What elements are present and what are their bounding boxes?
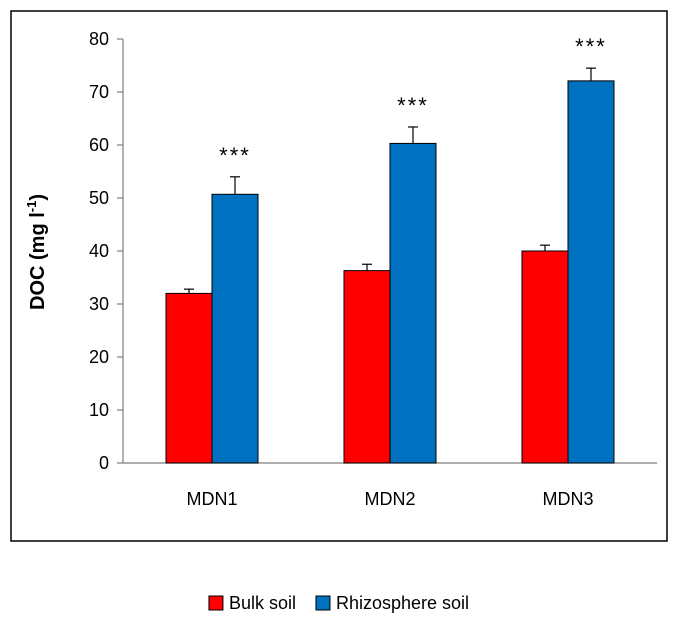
significance-label: *** (219, 143, 251, 168)
y-tick-label: 70 (89, 82, 109, 102)
legend-swatch (208, 595, 224, 611)
significance-label: *** (575, 34, 607, 59)
y-tick-label: 30 (89, 294, 109, 314)
bar (567, 80, 615, 464)
legend: Bulk soil Rhizosphere soil (208, 593, 469, 613)
x-tick-label: MDN3 (542, 489, 593, 509)
annotations: *** *** *** (219, 34, 607, 168)
y-tick-label: 80 (89, 29, 109, 49)
bar (343, 270, 391, 464)
legend-swatch (315, 595, 331, 611)
x-tick-label: MDN2 (364, 489, 415, 509)
y-tick-label: 50 (89, 188, 109, 208)
legend-label: Bulk soil (229, 593, 296, 613)
bar (211, 193, 259, 464)
y-axis-title-sup: -1 (24, 201, 39, 213)
y-axis-title-main: DOC (mg l (27, 212, 49, 310)
bar (521, 250, 569, 464)
y-tick-label: 20 (89, 347, 109, 367)
x-tick-label: MDN1 (186, 489, 237, 509)
y-tick-label: 10 (89, 400, 109, 420)
bars (165, 67, 615, 464)
y-tick-label: 60 (89, 135, 109, 155)
legend-label: Rhizosphere soil (336, 593, 469, 613)
y-tick-label: 0 (99, 453, 109, 473)
significance-label: *** (397, 93, 429, 118)
y-axis: 0 10 20 30 40 50 60 70 80 (89, 29, 124, 473)
y-tick-label: 40 (89, 241, 109, 261)
bar (165, 292, 213, 464)
y-axis-title-end: ) (27, 194, 49, 201)
bar (389, 142, 437, 464)
y-axis-title: DOC (mg l-1) (24, 194, 49, 310)
